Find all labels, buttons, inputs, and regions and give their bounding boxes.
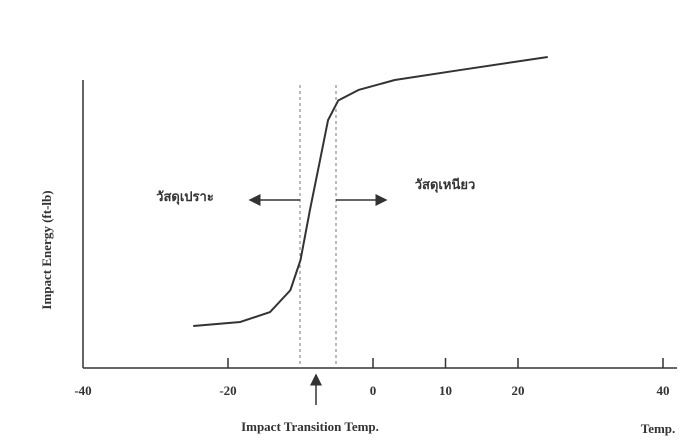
x-tick-label: 40 [657, 383, 670, 398]
x-unit-label: Temp. [641, 421, 676, 436]
annotation: วัสดุเหนียว [415, 177, 476, 193]
x-tick-label: 10 [439, 383, 452, 398]
y-axis-label: Impact Energy (ft-lb) [39, 190, 54, 309]
x-axis-label: Impact Transition Temp. [241, 419, 379, 434]
annotation: วัสดุเปราะ [156, 189, 214, 205]
x-tick-label: 20 [512, 383, 525, 398]
x-tick-label: -40 [74, 383, 91, 398]
curve [193, 56, 548, 328]
x-tick-label: 0 [370, 383, 377, 398]
x-tick-label: -20 [219, 383, 236, 398]
